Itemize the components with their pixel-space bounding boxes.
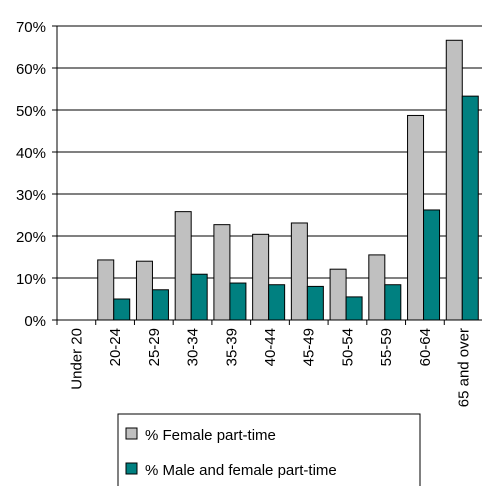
x-tick-label: 55-59 bbox=[378, 328, 395, 366]
gridlines bbox=[57, 25, 482, 279]
bars bbox=[97, 39, 479, 321]
x-tick-label: Under 20 bbox=[68, 328, 85, 390]
bar-female bbox=[368, 254, 386, 321]
x-tick-label: 50-54 bbox=[339, 328, 356, 366]
bar-combined bbox=[384, 284, 402, 321]
y-tick-label: 40% bbox=[16, 145, 46, 162]
y-tick-label: 70% bbox=[16, 19, 46, 36]
bar-combined bbox=[190, 273, 208, 321]
axes bbox=[52, 25, 482, 325]
bar-combined bbox=[268, 284, 286, 321]
bar-combined bbox=[461, 95, 479, 321]
bar-combined bbox=[151, 289, 169, 321]
bar-female bbox=[135, 260, 153, 321]
x-tick-label: 25-29 bbox=[146, 328, 163, 366]
legend-label-female: % Female part-time bbox=[145, 427, 276, 444]
y-tick-label: 60% bbox=[16, 61, 46, 78]
y-tick-label: 10% bbox=[16, 271, 46, 288]
x-tick-labels: Under 20 20-24 25-29 30-34 35-39 40-44 45-49 50… bbox=[68, 328, 472, 407]
legend-swatch-female bbox=[125, 427, 138, 440]
bar-female bbox=[97, 259, 115, 321]
legend-border bbox=[117, 413, 421, 486]
bar-female bbox=[445, 39, 463, 321]
bar-combined bbox=[306, 285, 324, 321]
y-tick-label: 50% bbox=[16, 103, 46, 120]
bar-combined bbox=[345, 296, 363, 321]
bar-female bbox=[252, 233, 270, 321]
y-tick-label: 20% bbox=[16, 229, 46, 246]
x-tick-label: 40-44 bbox=[262, 328, 279, 366]
x-tick-label: 20-24 bbox=[107, 328, 124, 366]
bar-female bbox=[329, 268, 347, 321]
y-tick-label: 0% bbox=[24, 313, 46, 330]
bar-female bbox=[213, 224, 231, 321]
bar-female bbox=[407, 114, 425, 321]
bar-combined bbox=[423, 209, 441, 321]
bar-female bbox=[290, 222, 308, 321]
x-tick-label: 30-34 bbox=[185, 328, 202, 366]
bar-female bbox=[174, 211, 192, 321]
bar-combined bbox=[113, 298, 131, 321]
x-tick-label: 60-64 bbox=[417, 328, 434, 366]
x-tick-label: 65 and over bbox=[456, 328, 473, 407]
legend-swatch-combined bbox=[125, 462, 138, 475]
legend: % Female part-time % Male and female par… bbox=[117, 413, 421, 486]
y-tick-labels: 0% 10% 20% 30% 40% 50% 60% 70% bbox=[16, 19, 46, 330]
x-tick-label: 35-39 bbox=[223, 328, 240, 366]
bar-combined bbox=[229, 282, 247, 321]
x-tick-label: 45-49 bbox=[301, 328, 318, 366]
legend-label-combined: % Male and female part-time bbox=[145, 462, 337, 479]
y-tick-label: 30% bbox=[16, 187, 46, 204]
